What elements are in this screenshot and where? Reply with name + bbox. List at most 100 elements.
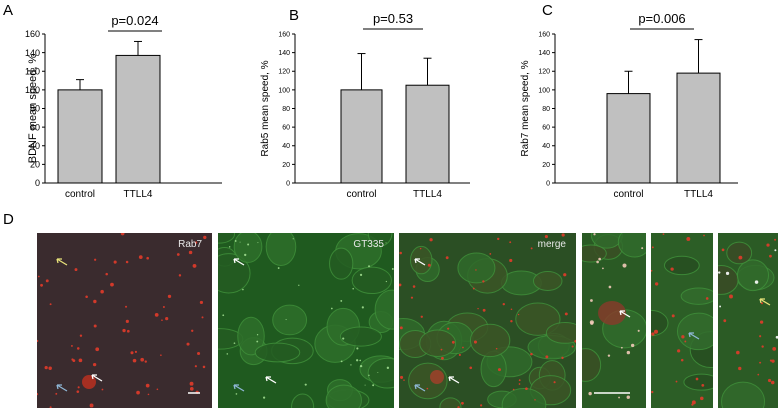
micrograph-zoom-2 <box>651 233 713 408</box>
signal-puncta <box>440 348 443 351</box>
chart-rab5-speed: 0 20 40 60 80 100 120 140 160 Rab5 mean speed, % c… <box>260 11 470 200</box>
signal-puncta <box>517 313 520 316</box>
signal-puncta <box>247 243 250 246</box>
signal-puncta <box>684 340 687 343</box>
signal-puncta <box>472 287 475 290</box>
cell-outline <box>736 259 770 292</box>
signal-puncta <box>203 235 207 240</box>
signal-puncta <box>226 353 229 355</box>
signal-puncta <box>191 329 194 332</box>
cell-outline <box>457 252 496 284</box>
signal-puncta <box>497 237 500 241</box>
signal-puncta <box>330 307 333 310</box>
arrow-marker <box>619 310 631 318</box>
signal-puncta <box>675 380 678 383</box>
signal-puncta <box>691 400 696 405</box>
x-tick-label: TTLL4 <box>413 189 442 200</box>
signal-puncta <box>518 383 521 385</box>
signal-puncta <box>458 353 461 357</box>
signal-puncta <box>37 393 39 396</box>
signal-puncta <box>767 378 772 383</box>
cell-outline <box>291 393 315 408</box>
signal-puncta <box>340 299 343 302</box>
signal-puncta <box>588 391 592 396</box>
signal-puncta <box>199 300 204 305</box>
signal-puncta <box>257 242 259 244</box>
signal-puncta <box>176 253 180 256</box>
cell-outline <box>325 384 362 408</box>
signal-puncta <box>154 313 159 317</box>
cell-outline <box>419 329 457 358</box>
x-tick-label: control <box>613 189 643 200</box>
cell-outline <box>367 357 394 389</box>
arrow-marker <box>448 376 460 384</box>
signal-puncta <box>447 327 450 330</box>
signal-puncta <box>178 274 182 277</box>
signal-puncta <box>701 383 705 387</box>
signal-puncta <box>651 269 653 272</box>
signal-puncta <box>654 282 659 286</box>
signal-puncta <box>256 340 259 343</box>
signal-puncta <box>146 256 149 260</box>
y-tick-label: 0 <box>546 180 550 187</box>
signal-puncta <box>766 243 770 247</box>
signal-puncta <box>138 255 143 259</box>
cell-outline <box>439 397 462 408</box>
signal-puncta <box>403 379 405 381</box>
signal-puncta <box>705 297 709 300</box>
arrow-marker <box>414 384 426 392</box>
chart-rab7-speed: 0 20 40 60 80 100 120 140 160 Rab7 mean speed, % c… <box>520 11 738 200</box>
signal-puncta <box>239 241 241 243</box>
bar-control <box>606 93 651 184</box>
signal-puncta <box>510 308 513 311</box>
signal-puncta <box>530 352 533 356</box>
signal-puncta <box>234 240 237 242</box>
signal-puncta <box>89 403 94 408</box>
signal-puncta <box>162 305 165 308</box>
signal-puncta <box>399 375 404 379</box>
panel-label-a: A <box>3 2 14 19</box>
signal-puncta <box>769 359 773 362</box>
signal-puncta <box>202 365 206 369</box>
signal-puncta <box>651 246 654 249</box>
signal-puncta <box>620 346 623 349</box>
signal-puncta <box>653 329 659 334</box>
signal-puncta <box>125 305 128 308</box>
signal-puncta <box>525 387 528 391</box>
cell-outline <box>726 241 753 265</box>
signal-puncta <box>509 258 513 263</box>
signal-puncta <box>593 233 596 236</box>
y-tick-label: 0 <box>286 180 290 187</box>
signal-puncta <box>161 319 163 322</box>
signal-puncta <box>641 247 644 250</box>
signal-puncta <box>147 393 150 396</box>
signal-puncta <box>385 280 387 283</box>
signal-puncta <box>512 388 515 391</box>
y-tick-label: 120 <box>278 69 290 76</box>
signal-puncta <box>40 283 43 287</box>
signal-puncta <box>759 335 762 338</box>
y-tick-label: 140 <box>278 50 290 57</box>
y-axis-label: Rab7 mean speed, % <box>520 60 531 156</box>
signal-puncta <box>495 347 498 350</box>
y-tick-label: 100 <box>25 85 40 95</box>
cell-body <box>82 375 96 389</box>
signal-puncta <box>482 280 485 283</box>
micrograph-rab7: Rab7 <box>37 233 212 408</box>
arrow-marker <box>688 332 700 340</box>
cell-outline <box>651 309 669 337</box>
signal-puncta <box>71 358 74 361</box>
signal-puncta <box>136 390 140 395</box>
signal-puncta <box>156 388 159 391</box>
y-tick-label: 40 <box>30 141 40 151</box>
signal-puncta <box>113 260 117 264</box>
arrow-marker <box>265 376 277 384</box>
signal-puncta <box>125 260 129 264</box>
signal-puncta <box>671 314 675 318</box>
signal-puncta <box>44 366 48 370</box>
signal-puncta <box>509 241 512 244</box>
signal-puncta <box>222 314 225 317</box>
y-tick-label: 0 <box>35 178 40 188</box>
cell-body <box>598 301 626 325</box>
signal-puncta <box>340 360 343 363</box>
